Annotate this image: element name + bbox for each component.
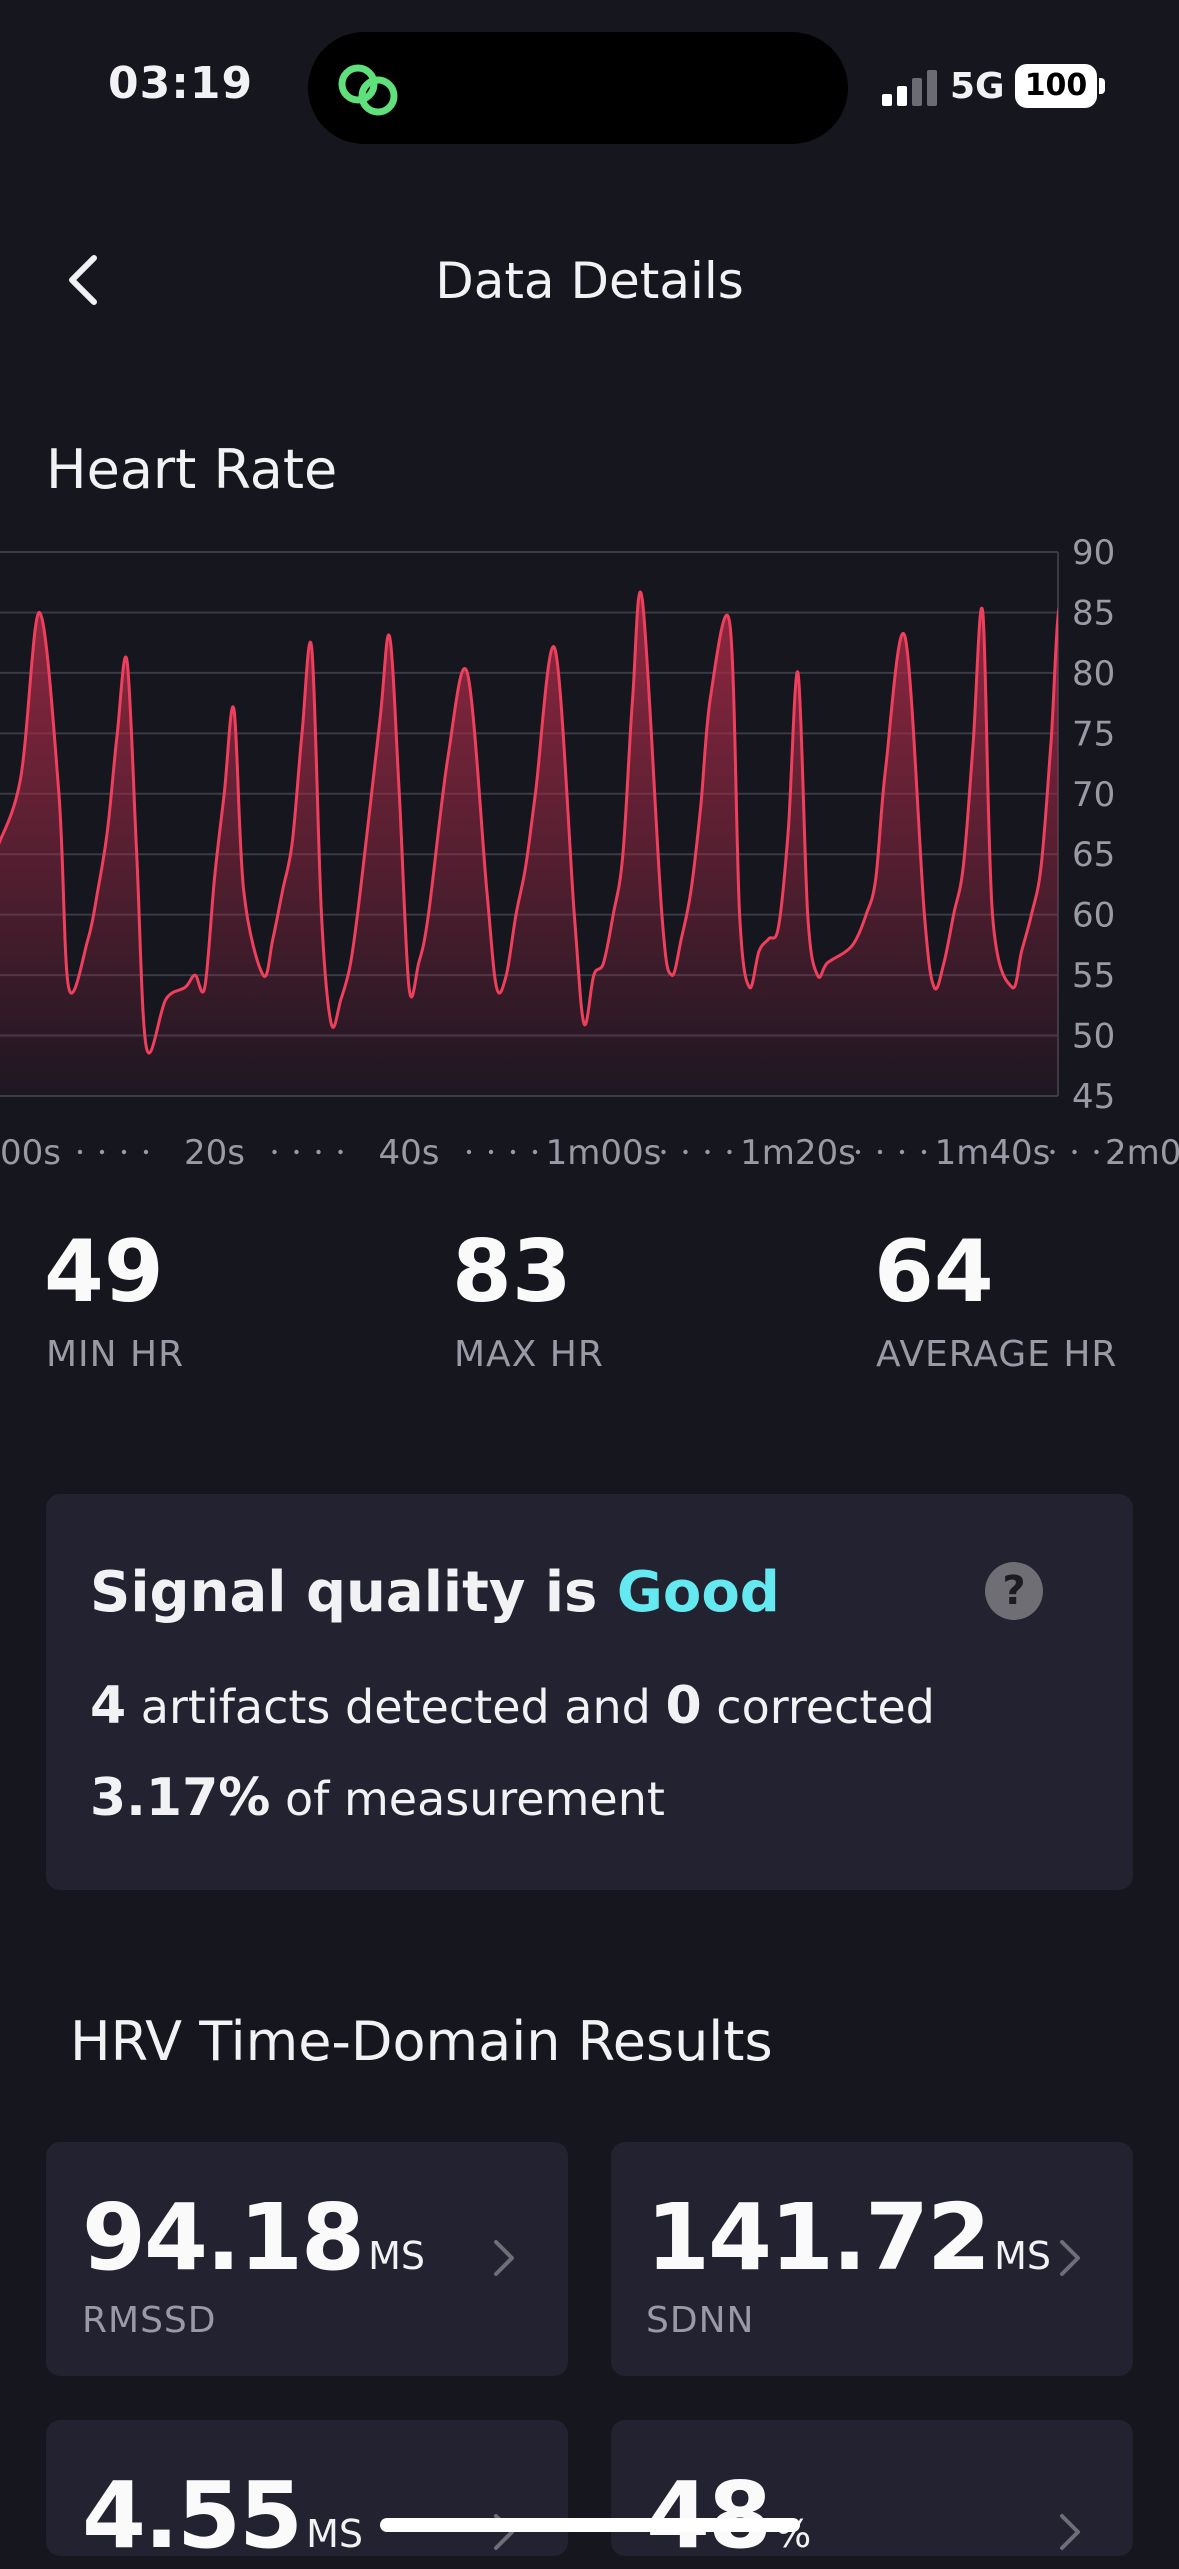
average-hr-label: AVERAGE HR	[876, 1334, 1118, 1375]
x-axis-dot	[510, 1149, 516, 1155]
y-tick-label: 75	[1072, 714, 1115, 754]
heart-rate-line	[0, 590, 1058, 1055]
max-hr-label: MAX HR	[454, 1334, 604, 1375]
x-axis-dot	[466, 1149, 472, 1155]
x-axis-dot	[532, 1149, 538, 1155]
y-tick-label: 50	[1072, 1017, 1115, 1057]
x-tick-label: 40s	[379, 1133, 440, 1173]
x-axis-dot	[855, 1149, 861, 1155]
chevron-right-icon	[1060, 2240, 1080, 2276]
x-axis-dot	[488, 1149, 494, 1155]
sdnn-value: 141.72	[646, 2184, 991, 2291]
x-axis-dot	[877, 1149, 883, 1155]
battery-icon: 100	[1015, 64, 1097, 108]
x-tick-label: 1m40s	[935, 1133, 1051, 1173]
x-tick-label: 20s	[184, 1133, 245, 1173]
x-tick-label: 1m00s	[546, 1133, 662, 1173]
hrv-3-value-group: 4.55 MS	[82, 2462, 363, 2569]
average-hr-value: 64	[874, 1222, 994, 1322]
y-tick-label: 80	[1072, 654, 1115, 694]
corrected-text: corrected	[701, 1680, 935, 1734]
hrv-3-value: 4.55	[82, 2462, 303, 2569]
heart-rate-area	[0, 592, 1058, 1096]
heart-rate-chart: 90 85 80 75 70 65 60 55 50 45 00s 20s 40s 1m00s 1m20s 1…	[0, 533, 1179, 1173]
x-axis-dot	[99, 1149, 105, 1155]
network-type: 5G	[950, 66, 1005, 107]
y-tick-label: 45	[1072, 1077, 1115, 1117]
back-chevron-icon[interactable]	[60, 250, 110, 310]
x-axis-dot	[1094, 1149, 1099, 1155]
artifacts-line: 4 artifacts detected and 0 corrected	[90, 1676, 935, 1736]
hrv-4-value: 48	[646, 2462, 772, 2569]
chevron-right-icon	[494, 2240, 514, 2276]
signal-strength-icon	[882, 70, 937, 106]
corrected-count: 0	[665, 1676, 702, 1736]
y-tick-label: 85	[1072, 593, 1115, 633]
x-axis-dot	[316, 1149, 321, 1155]
rmssd-value: 94.18	[82, 2184, 365, 2291]
artifact-percent: 3.17%	[90, 1768, 271, 1828]
min-hr-label: MIN HR	[46, 1334, 185, 1375]
x-axis-dot	[272, 1149, 277, 1155]
x-axis-dot	[1072, 1149, 1077, 1155]
min-hr-value: 49	[44, 1222, 164, 1322]
x-axis-dot	[77, 1149, 83, 1155]
x-tick-label: 00s	[0, 1133, 61, 1173]
x-axis-dot	[294, 1149, 299, 1155]
artifacts-count: 4	[90, 1676, 127, 1736]
y-tick-label: 70	[1072, 775, 1115, 815]
chevron-right-icon	[1060, 2514, 1080, 2550]
sdnn-unit: MS	[994, 2234, 1052, 2278]
sdnn-label: SDNN	[646, 2300, 755, 2341]
page-title: Data Details	[435, 252, 744, 310]
percent-text: of measurement	[270, 1772, 665, 1826]
x-axis-dot	[661, 1149, 666, 1155]
x-tick-label: 1m20s	[740, 1133, 856, 1173]
hrv-4-value-group: 48 %	[646, 2462, 811, 2569]
max-hr-value: 83	[452, 1222, 572, 1322]
chevron-right-icon	[494, 2514, 514, 2550]
percent-line: 3.17% of measurement	[90, 1768, 665, 1828]
rmssd-card[interactable]	[46, 2142, 568, 2376]
sdnn-card[interactable]	[611, 2142, 1133, 2376]
x-axis-dot	[1050, 1149, 1055, 1155]
x-axis-dot	[1116, 1149, 1121, 1155]
hrv-title: HRV Time-Domain Results	[70, 2010, 773, 2073]
battery-cap	[1099, 78, 1105, 94]
home-indicator	[380, 2518, 800, 2532]
hrv-card-4[interactable]	[611, 2420, 1133, 2556]
link-app-icon	[338, 64, 398, 116]
signal-quality-status: Good	[616, 1560, 780, 1625]
x-axis-dot	[121, 1149, 127, 1155]
help-icon[interactable]: ?	[985, 1562, 1043, 1620]
signal-quality-prefix: Signal quality is	[90, 1560, 617, 1625]
x-axis-dot	[683, 1149, 688, 1155]
x-axis-dot	[705, 1149, 710, 1155]
hrv-3-unit: MS	[306, 2512, 364, 2556]
rmssd-label: RMSSD	[82, 2300, 217, 2341]
signal-quality-title: Signal quality is Good	[90, 1560, 780, 1625]
hrv-card-3[interactable]	[46, 2420, 568, 2556]
x-tick-label: 2m0	[1105, 1133, 1179, 1173]
rmssd-unit: MS	[368, 2234, 426, 2278]
rmssd-value-group: 94.18 MS	[82, 2184, 425, 2291]
x-axis-dot	[727, 1149, 732, 1155]
sdnn-value-group: 141.72 MS	[646, 2184, 1051, 2291]
signal-quality-card	[46, 1494, 1133, 1890]
status-time: 03:19	[108, 58, 254, 109]
y-tick-label: 60	[1072, 896, 1115, 936]
y-tick-label: 90	[1072, 533, 1115, 573]
heart-rate-title: Heart Rate	[46, 438, 338, 501]
x-axis-dot	[899, 1149, 905, 1155]
x-axis-dot	[921, 1149, 927, 1155]
artifacts-text: artifacts detected and	[126, 1680, 666, 1734]
x-axis-dot	[338, 1149, 343, 1155]
y-tick-label: 65	[1072, 835, 1115, 875]
dynamic-island	[308, 32, 848, 144]
x-axis-dot	[143, 1149, 149, 1155]
y-tick-label: 55	[1072, 956, 1115, 996]
